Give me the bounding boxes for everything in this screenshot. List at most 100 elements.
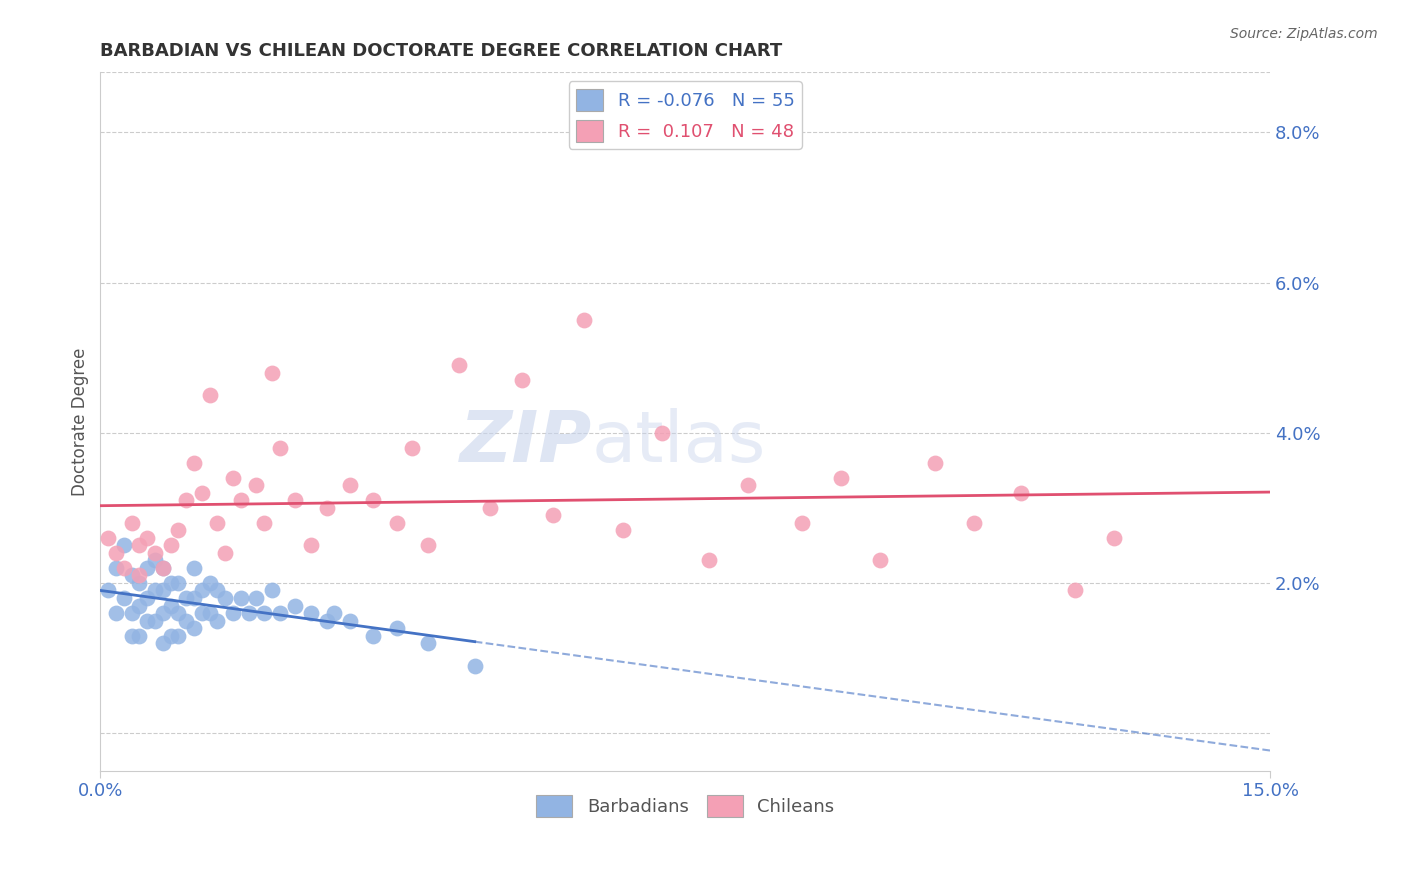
- Text: Source: ZipAtlas.com: Source: ZipAtlas.com: [1230, 27, 1378, 41]
- Point: [963, 516, 986, 530]
- Point: [214, 546, 236, 560]
- Point: [152, 561, 174, 575]
- Point: [222, 606, 245, 620]
- Point: [167, 576, 190, 591]
- Point: [159, 628, 181, 642]
- Point: [315, 500, 337, 515]
- Point: [1010, 486, 1032, 500]
- Point: [167, 628, 190, 642]
- Point: [299, 606, 322, 620]
- Point: [299, 538, 322, 552]
- Text: BARBADIAN VS CHILEAN DOCTORATE DEGREE CORRELATION CHART: BARBADIAN VS CHILEAN DOCTORATE DEGREE CO…: [100, 42, 783, 60]
- Point: [198, 576, 221, 591]
- Point: [136, 614, 159, 628]
- Point: [183, 591, 205, 605]
- Point: [284, 493, 307, 508]
- Point: [174, 591, 197, 605]
- Point: [190, 606, 212, 620]
- Point: [136, 591, 159, 605]
- Point: [97, 583, 120, 598]
- Point: [174, 614, 197, 628]
- Point: [697, 553, 720, 567]
- Point: [572, 313, 595, 327]
- Point: [167, 606, 190, 620]
- Point: [284, 599, 307, 613]
- Point: [510, 373, 533, 387]
- Point: [214, 591, 236, 605]
- Point: [737, 478, 759, 492]
- Point: [260, 366, 283, 380]
- Point: [167, 524, 190, 538]
- Point: [253, 516, 276, 530]
- Point: [269, 606, 291, 620]
- Point: [128, 628, 150, 642]
- Y-axis label: Doctorate Degree: Doctorate Degree: [72, 347, 89, 496]
- Point: [159, 576, 181, 591]
- Point: [121, 628, 143, 642]
- Point: [229, 493, 252, 508]
- Point: [143, 583, 166, 598]
- Point: [830, 471, 852, 485]
- Point: [152, 606, 174, 620]
- Point: [612, 524, 634, 538]
- Point: [104, 561, 127, 575]
- Point: [339, 478, 361, 492]
- Point: [190, 486, 212, 500]
- Point: [260, 583, 283, 598]
- Point: [269, 441, 291, 455]
- Point: [339, 614, 361, 628]
- Point: [416, 636, 439, 650]
- Point: [207, 583, 229, 598]
- Point: [183, 561, 205, 575]
- Point: [315, 614, 337, 628]
- Point: [464, 658, 486, 673]
- Point: [245, 478, 267, 492]
- Point: [128, 576, 150, 591]
- Point: [104, 606, 127, 620]
- Point: [121, 568, 143, 582]
- Point: [183, 456, 205, 470]
- Point: [112, 538, 135, 552]
- Point: [401, 441, 423, 455]
- Point: [159, 538, 181, 552]
- Point: [385, 516, 408, 530]
- Text: ZIP: ZIP: [460, 408, 592, 477]
- Point: [136, 531, 159, 545]
- Point: [159, 599, 181, 613]
- Point: [792, 516, 814, 530]
- Point: [363, 628, 385, 642]
- Point: [541, 508, 564, 523]
- Point: [207, 516, 229, 530]
- Point: [128, 538, 150, 552]
- Point: [152, 636, 174, 650]
- Point: [651, 425, 673, 440]
- Point: [183, 621, 205, 635]
- Point: [121, 516, 143, 530]
- Point: [97, 531, 120, 545]
- Point: [416, 538, 439, 552]
- Point: [1102, 531, 1125, 545]
- Point: [449, 358, 471, 372]
- Point: [112, 591, 135, 605]
- Point: [238, 606, 260, 620]
- Point: [869, 553, 891, 567]
- Point: [143, 553, 166, 567]
- Point: [128, 599, 150, 613]
- Point: [363, 493, 385, 508]
- Point: [222, 471, 245, 485]
- Point: [174, 493, 197, 508]
- Point: [323, 606, 346, 620]
- Point: [198, 388, 221, 402]
- Point: [245, 591, 267, 605]
- Text: atlas: atlas: [592, 408, 766, 477]
- Point: [104, 546, 127, 560]
- Point: [143, 546, 166, 560]
- Point: [121, 606, 143, 620]
- Point: [152, 561, 174, 575]
- Legend: Barbadians, Chileans: Barbadians, Chileans: [529, 788, 842, 824]
- Point: [385, 621, 408, 635]
- Point: [143, 614, 166, 628]
- Point: [190, 583, 212, 598]
- Point: [479, 500, 502, 515]
- Point: [198, 606, 221, 620]
